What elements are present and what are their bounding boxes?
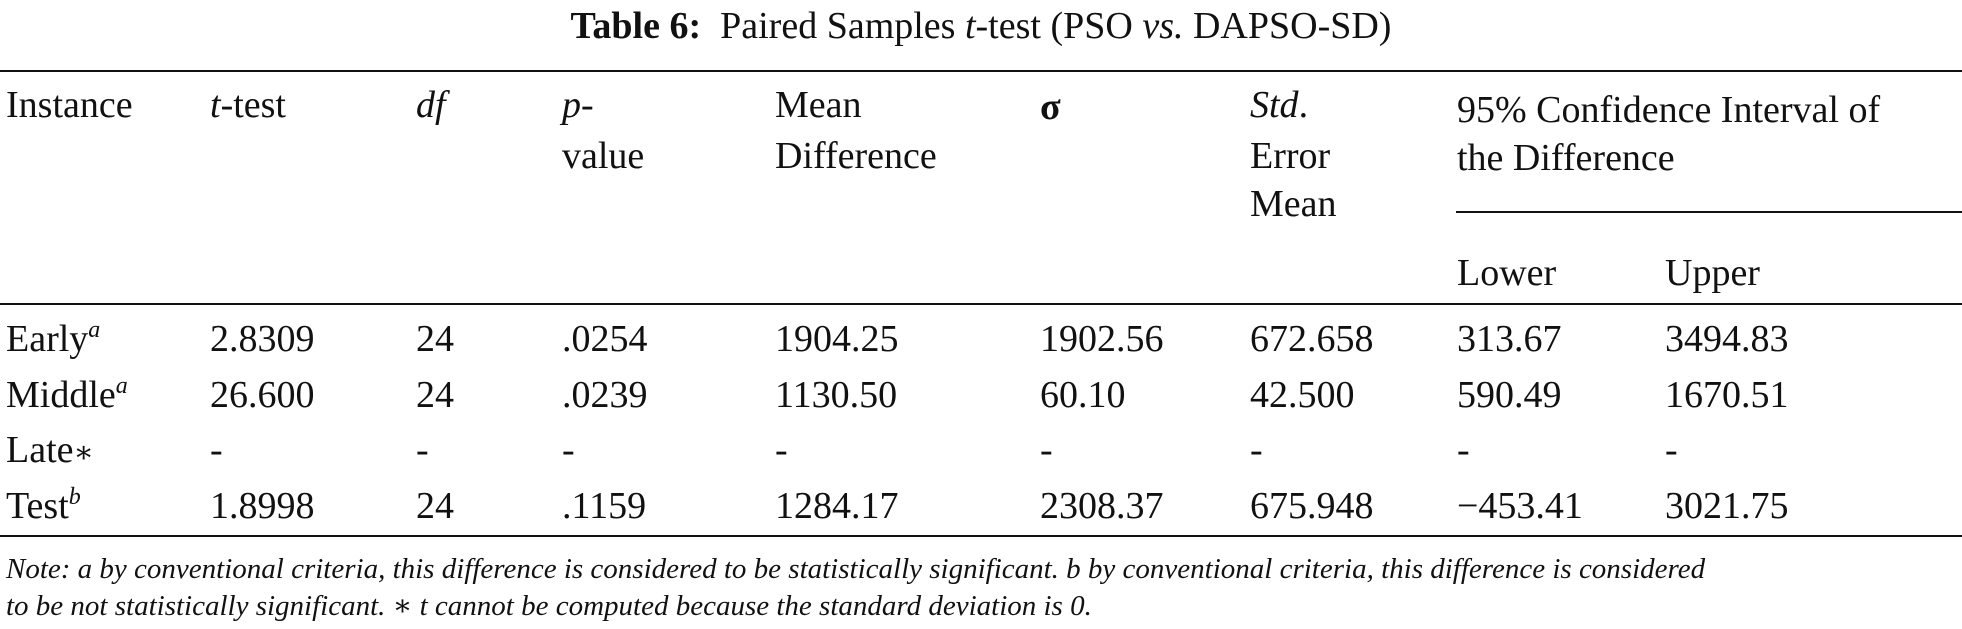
cell-p: .0254: [562, 318, 648, 360]
cell-t: 1.8998: [210, 485, 315, 527]
cell-lower: −453.41: [1457, 485, 1583, 527]
ci-group-rule: [1456, 211, 1962, 213]
cell-sigma: 2308.37: [1040, 485, 1164, 527]
cell-mean: 1130.50: [775, 374, 898, 416]
cell-sigma: 1902.56: [1040, 318, 1164, 360]
table-note: Note: a by conventional criteria, this d…: [6, 551, 1956, 625]
cell-df: -: [416, 429, 429, 471]
header-sigma: σ: [1040, 86, 1061, 128]
cell-mean: -: [775, 429, 788, 471]
caption-title-vs: vs.: [1142, 5, 1184, 47]
cell-p: .1159: [562, 485, 647, 527]
cell-se: 42.500: [1250, 374, 1355, 416]
cell-sigma: -: [1040, 429, 1053, 471]
header-instance: Instance: [6, 84, 133, 126]
cell-df: 24: [416, 318, 454, 360]
cell-t: -: [210, 429, 223, 471]
table-caption: Table 6: Paired Samples t-test (PSO vs. …: [0, 0, 1962, 52]
cell-df: 24: [416, 485, 454, 527]
header-stderr-dot: .: [1298, 84, 1309, 126]
instance-superscript: a: [115, 373, 128, 399]
instance-superscript: a: [88, 317, 101, 343]
cell-lower: 313.67: [1457, 318, 1562, 360]
header-ttest-t: t: [210, 84, 221, 126]
header-stderr-line3: Mean: [1250, 183, 1337, 225]
caption-title-mid: -test (PSO: [975, 5, 1143, 47]
header-pvalue-dash: -: [581, 84, 594, 126]
instance-label: Test: [6, 485, 69, 527]
cell-se: 675.948: [1250, 485, 1374, 527]
cell-instance: Middlea: [6, 372, 128, 419]
instance-label: Early: [6, 318, 89, 360]
cell-lower: -: [1457, 429, 1470, 471]
header-mean-line2: Difference: [775, 135, 937, 177]
header-lower: Lower: [1457, 252, 1557, 294]
header-mean-line1: Mean: [775, 84, 862, 126]
header-ci-line2: the Difference: [1457, 137, 1675, 179]
header-df: df: [416, 84, 446, 126]
header-stderr-std: Std: [1250, 84, 1299, 126]
bottom-rule: [0, 535, 1962, 537]
header-stderr-line2: Error: [1250, 135, 1331, 177]
cell-upper: 1670.51: [1665, 374, 1789, 416]
cell-p: -: [562, 429, 575, 471]
cell-instance: Earlya: [6, 316, 100, 363]
cell-upper: -: [1665, 429, 1678, 471]
instance-label: Middle: [6, 374, 116, 416]
header-stderr-line1: Std.: [1250, 82, 1308, 129]
cell-se: 672.658: [1250, 318, 1374, 360]
cell-upper: 3021.75: [1665, 485, 1789, 527]
caption-label: Table 6:: [570, 5, 702, 47]
note-line-2: to be not statistically significant. ∗ t…: [6, 590, 1092, 622]
cell-lower: 590.49: [1457, 374, 1562, 416]
instance-superscript: b: [68, 484, 81, 510]
caption-title-t: t: [964, 5, 976, 47]
instance-star: ∗: [73, 436, 94, 469]
header-ttest-rest: -test: [220, 84, 286, 126]
cell-mean: 1904.25: [775, 318, 899, 360]
cell-upper: 3494.83: [1665, 318, 1789, 360]
header-pvalue: p-: [562, 82, 594, 129]
cell-instance: Late∗: [6, 427, 94, 476]
cell-t: 26.600: [210, 374, 315, 416]
header-upper: Upper: [1665, 252, 1760, 294]
caption-title-pre: Paired Samples: [720, 5, 965, 47]
cell-p: .0239: [562, 374, 648, 416]
cell-df: 24: [416, 374, 454, 416]
cell-instance: Testb: [6, 483, 81, 530]
header-ci-line1: 95% Confidence Interval of: [1457, 89, 1881, 131]
instance-label: Late: [6, 429, 74, 471]
header-pvalue-line2: value: [562, 135, 645, 177]
cell-t: 2.8309: [210, 318, 315, 360]
caption-title-post: DAPSO-SD): [1183, 5, 1392, 47]
note-line-1: Note: a by conventional criteria, this d…: [6, 553, 1706, 585]
header-ttest: t-test: [210, 82, 286, 129]
cell-sigma: 60.10: [1040, 374, 1126, 416]
header-bottom-rule: [0, 303, 1962, 305]
cell-se: -: [1250, 429, 1263, 471]
top-rule: [0, 70, 1962, 72]
cell-mean: 1284.17: [775, 485, 899, 527]
header-pvalue-p: p: [562, 84, 581, 126]
